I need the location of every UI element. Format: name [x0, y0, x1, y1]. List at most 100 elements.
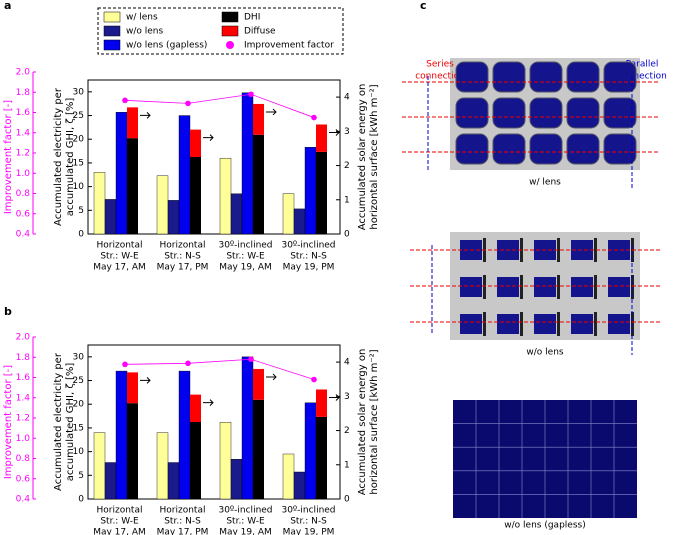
parallel-label: Parallel: [626, 60, 659, 70]
caption: w/o lens (gapless): [504, 521, 585, 531]
y-axis-label: Accumulated electricity per: [53, 352, 64, 491]
bar: [190, 394, 201, 422]
improvement-line: [124, 358, 315, 380]
cell: [608, 277, 630, 297]
panel-label: b: [4, 305, 12, 318]
parallel-label: connection: [617, 72, 667, 82]
y3-tick-label: 0.8: [16, 454, 31, 464]
y2-axis-label: Accumulated solar energy on: [357, 84, 368, 231]
bar: [316, 151, 327, 234]
y-tick-label: 10: [73, 447, 85, 457]
busbar: [557, 312, 560, 336]
lens-cell: [455, 97, 489, 129]
legend-box: [97, 7, 344, 55]
bar: [241, 356, 254, 500]
bar: [127, 403, 138, 499]
series-label: connection: [415, 72, 465, 82]
bar: [115, 370, 128, 500]
arrow: [140, 112, 151, 119]
bar: [115, 112, 128, 235]
arrow: [203, 134, 214, 141]
bar: [253, 134, 264, 234]
y-axis-label: accumulated GHI, ζ [%]: [65, 98, 76, 217]
busbar: [594, 238, 597, 262]
lens-cell: [529, 97, 563, 129]
bar: [127, 107, 138, 139]
y3-tick-label: 0.6: [16, 209, 31, 219]
y3-tick-label: 1.4: [16, 393, 31, 403]
x-tick-label: 30º-inclined: [218, 241, 272, 251]
bar: [253, 103, 264, 135]
bar: [219, 157, 232, 235]
y-tick-label: 15: [73, 158, 84, 168]
improvement-point: [122, 97, 128, 104]
lens-cell: [566, 133, 600, 165]
y-axis-label: Accumulated electricity per: [53, 87, 64, 226]
arrow: [329, 394, 340, 401]
x-tick-label: May 19, AM: [219, 263, 272, 273]
legend-label: w/ lens: [126, 13, 158, 23]
y2-tick-label: 3: [344, 392, 350, 402]
y2-tick-label: 1: [344, 460, 350, 470]
busbar: [520, 312, 523, 336]
x-tick-label: Str.: N-S: [164, 252, 201, 262]
series-label: Series: [426, 60, 454, 70]
x-tick-label: Horizontal: [160, 506, 206, 516]
x-tick-label: Str.: W-E: [100, 252, 139, 262]
bar: [156, 175, 169, 235]
lens-cell: [455, 133, 489, 165]
bar: [104, 199, 117, 235]
x-tick-label: 30º-inclined: [218, 506, 272, 516]
bar: [167, 462, 180, 500]
bar: [316, 124, 327, 152]
arrow: [203, 399, 214, 406]
arrow: [266, 108, 277, 116]
y-axis-label: accumulated GHI, ζ [%]: [65, 363, 76, 482]
y2-tick-label: 0: [344, 495, 350, 505]
y-tick-label: 0: [78, 495, 84, 505]
x-tick-label: Str.: N-S: [290, 517, 327, 527]
y2-axis-label: Accumulated solar energy on: [357, 349, 368, 496]
bar: [304, 402, 317, 500]
legend-label: Diffuse: [244, 27, 276, 37]
bar: [167, 200, 180, 235]
bar: [93, 432, 106, 500]
improvement-point: [185, 100, 191, 107]
busbar: [557, 275, 560, 299]
bar: [178, 370, 191, 500]
y3-axis-label: Improvement factor [-]: [3, 365, 14, 479]
improvement-point: [185, 360, 191, 367]
plot-frame: [87, 79, 341, 235]
caption: w/o lens: [526, 348, 564, 358]
lens-cell: [529, 61, 563, 93]
x-tick-label: May 17, AM: [93, 528, 146, 535]
plot-frame: [87, 344, 341, 500]
bar: [230, 193, 243, 235]
y3-tick-label: 1.8: [16, 88, 31, 98]
x-tick-label: May 19, PM: [283, 263, 335, 273]
cell: [460, 277, 482, 297]
x-tick-label: 30º-inclined: [281, 506, 335, 516]
bar: [241, 92, 254, 235]
bar: [304, 147, 317, 235]
lens-cell: [492, 61, 526, 93]
x-tick-label: May 19, AM: [219, 528, 272, 535]
legend-marker: [226, 41, 234, 49]
y3-tick-label: 1.8: [16, 353, 31, 363]
bar: [156, 432, 169, 500]
y3-tick-label: 1.4: [16, 128, 31, 138]
legend-swatch: [221, 25, 239, 37]
y-tick-label: 20: [73, 135, 85, 145]
lens-cell: [492, 133, 526, 165]
y3-tick-label: 1.0: [16, 169, 31, 179]
panel-label: a: [4, 0, 11, 12]
x-tick-label: May 17, AM: [93, 263, 146, 273]
y3-tick-label: 1.6: [16, 373, 31, 383]
busbar: [594, 312, 597, 336]
y-tick-label: 15: [73, 423, 84, 433]
y-tick-label: 5: [78, 206, 84, 216]
x-tick-label: Str.: W-E: [226, 252, 265, 262]
lens-cell: [566, 61, 600, 93]
legend-swatch: [221, 11, 239, 23]
cell: [571, 277, 593, 297]
